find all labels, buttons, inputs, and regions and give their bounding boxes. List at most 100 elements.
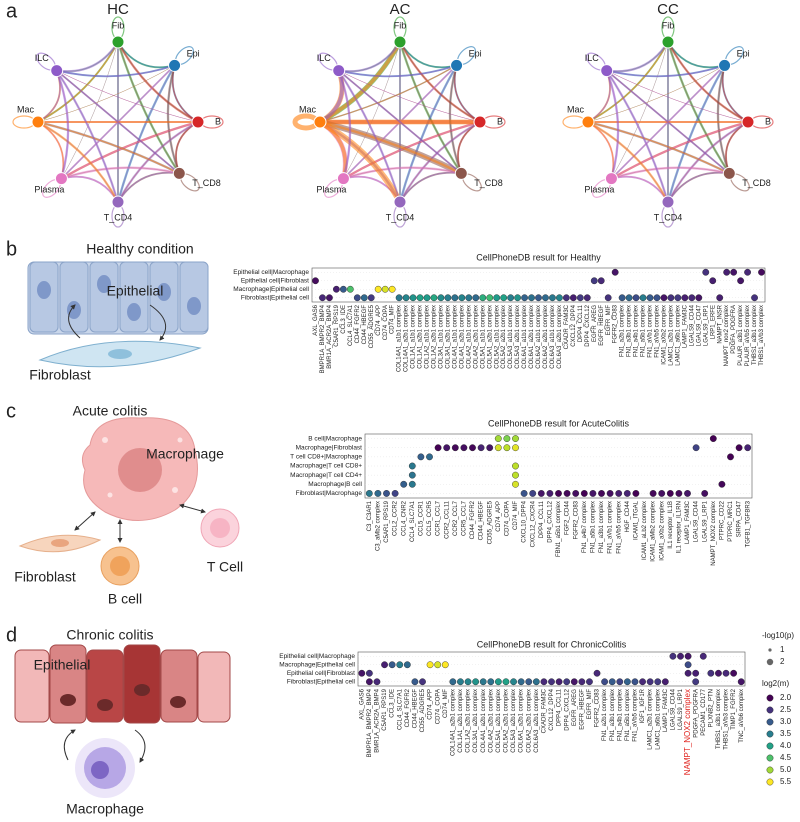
node-label: Mac <box>299 104 317 114</box>
dot <box>618 294 626 302</box>
dot <box>563 490 571 497</box>
dot <box>391 490 399 497</box>
column-label: C5AR1_RPS19 <box>384 500 390 542</box>
column-label: NAMPT_NOX2 complex <box>683 689 692 775</box>
dot <box>669 652 677 660</box>
network-node <box>600 64 614 78</box>
column-label: PDGFA_PDGFRA <box>693 689 699 738</box>
network-edge <box>666 120 749 203</box>
dot <box>365 669 373 677</box>
network-edges <box>37 41 199 203</box>
dot <box>383 490 390 497</box>
network-edge <box>611 41 669 179</box>
node-label: Epi <box>737 48 750 58</box>
dot <box>625 294 633 302</box>
dot <box>555 490 562 497</box>
network-node <box>718 58 732 72</box>
network-title: CC <box>657 1 679 18</box>
dot <box>653 294 661 302</box>
dot <box>469 444 476 452</box>
dot <box>477 444 485 452</box>
column-label: COL6A2_a2b1 complex <box>543 305 549 369</box>
network-edge <box>55 70 70 179</box>
column-label: CD74_APP <box>496 501 502 532</box>
legend-color <box>766 778 774 786</box>
plot-frame <box>364 433 753 499</box>
legend-title: log2(m) <box>762 679 789 688</box>
column-label: BMR1A_ACR2A_BMP4 <box>327 304 333 368</box>
column-label: LAMC1_a6b1 complex <box>675 305 681 366</box>
column-label: COL14A1_a2b1 complex <box>450 689 456 756</box>
dot <box>365 490 373 497</box>
column-label: FGF2_CD44 <box>565 500 571 535</box>
dot <box>460 444 468 452</box>
column-label: PTPRC_MRC1 <box>728 500 734 541</box>
network-edge <box>398 120 481 203</box>
network-edge <box>606 64 725 77</box>
dot <box>319 294 326 302</box>
dot <box>451 444 459 452</box>
column-label: BMR1A_ACR2A_BMP4 <box>375 688 381 752</box>
dot <box>709 435 717 442</box>
column-label: FN1_a2b1 complex <box>620 305 626 357</box>
column-label: COL5A3_a2b1 complex <box>511 689 517 753</box>
dot <box>520 490 528 497</box>
chart-title: CellPhoneDB result for ChronicColitis <box>477 639 627 649</box>
column-label: PLAUR_a3b1 complex <box>738 305 744 366</box>
dot <box>528 294 535 302</box>
dot <box>472 678 480 686</box>
node-label: Plasma <box>34 184 64 194</box>
dot <box>512 471 519 479</box>
column-label: C3_aMb2 complex <box>375 501 381 551</box>
dot <box>718 480 726 488</box>
dot <box>417 453 425 461</box>
column-label: CD44_HBEGF <box>362 305 368 345</box>
network-edge <box>667 65 725 203</box>
dot <box>604 294 612 302</box>
dot <box>503 444 511 452</box>
dot <box>597 277 605 285</box>
column-label: CCR1_CCL7 <box>436 500 442 536</box>
column-label: LGALS9_LRP1 <box>703 304 709 346</box>
dot <box>701 490 709 497</box>
panel-label: a <box>6 0 18 22</box>
column-label: COL4A2_a2b1 complex <box>473 305 479 369</box>
cartoon-title: Healthy condition <box>86 241 193 257</box>
dot <box>395 294 403 302</box>
dot <box>339 285 347 293</box>
network-edge <box>587 41 669 123</box>
dot <box>332 285 340 293</box>
network-edge <box>319 120 462 175</box>
legend-title: -log10(p) <box>762 631 794 640</box>
dot <box>723 268 731 276</box>
dot <box>494 678 502 686</box>
column-label: BMPR1A_BMPR2_BMP4 <box>320 304 326 373</box>
dot <box>326 294 333 302</box>
healthy-cartoon <box>27 261 209 368</box>
dot <box>408 462 416 470</box>
column-label: C5AR1_RPS19 <box>334 304 340 346</box>
network-node <box>393 195 407 209</box>
dot <box>388 661 396 669</box>
column-label: COL14A1_a1b1 complex <box>397 305 403 372</box>
network-edges <box>587 41 749 203</box>
dot <box>465 294 473 302</box>
network-node <box>450 58 464 72</box>
dot <box>400 480 408 488</box>
row-label: Epithelial cell|Fibroblast <box>287 670 355 677</box>
chart-title: CellPhoneDB result for AcuteColitis <box>488 418 630 428</box>
dot <box>532 678 540 686</box>
column-label: CD74_COPA <box>383 305 389 340</box>
column-label: CCL5_CCR1 <box>418 500 424 536</box>
dot <box>381 661 388 669</box>
column-label: PECAM1_CD177 <box>701 688 707 735</box>
dot <box>563 678 571 686</box>
column-label: FGFR2_CD83 <box>573 500 579 539</box>
dot <box>444 294 452 302</box>
column-label: CCR5_CCL7 <box>461 500 467 536</box>
column-label: FN1_aVb5 complex <box>655 305 661 358</box>
node-label: T_CD8 <box>474 178 503 188</box>
column-label: THBS1_aVb3 complex <box>724 689 730 750</box>
column-label: CXCL10_DPP4 <box>522 500 528 542</box>
column-label: ICAM1_aXb2 complex <box>662 305 668 365</box>
